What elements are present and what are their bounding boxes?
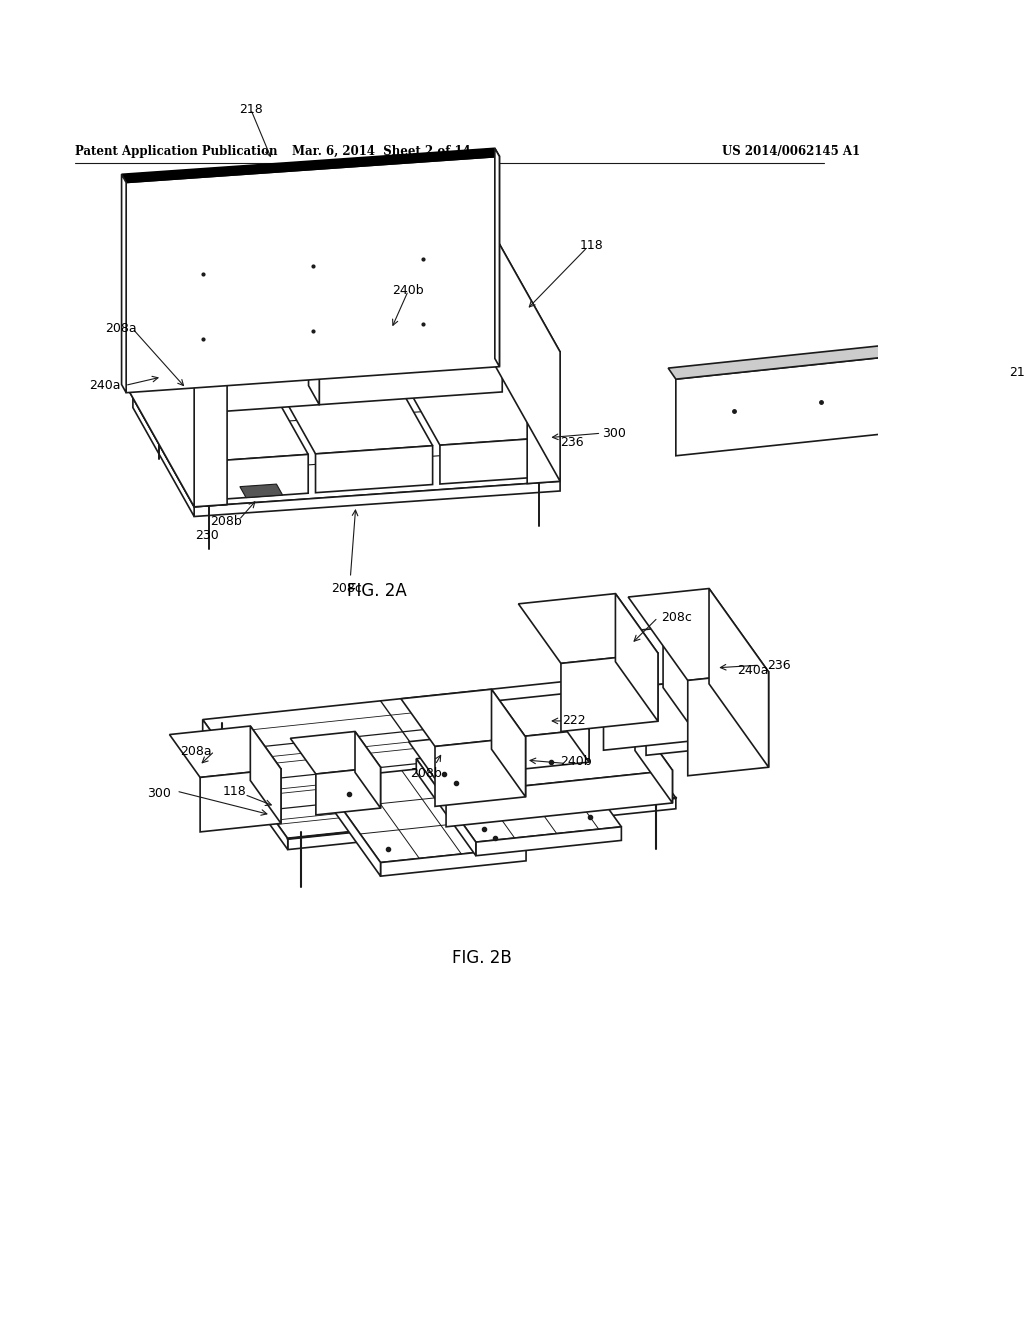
Polygon shape [321, 764, 526, 862]
Text: 118: 118 [222, 785, 246, 799]
Polygon shape [417, 743, 622, 842]
Polygon shape [137, 294, 151, 416]
Polygon shape [669, 338, 967, 379]
Polygon shape [125, 252, 227, 378]
Polygon shape [608, 644, 743, 706]
Text: 230: 230 [196, 528, 219, 541]
Polygon shape [563, 694, 589, 762]
Polygon shape [495, 148, 500, 367]
Polygon shape [291, 731, 381, 774]
Text: 208b: 208b [411, 767, 442, 780]
Text: 208c: 208c [662, 611, 692, 624]
Text: Patent Application Publication: Patent Application Publication [75, 145, 278, 157]
Polygon shape [688, 672, 769, 776]
Text: 300: 300 [147, 787, 171, 800]
Text: 240b: 240b [560, 755, 592, 768]
Polygon shape [492, 689, 525, 797]
Text: 236: 236 [767, 659, 791, 672]
Polygon shape [147, 364, 308, 462]
Polygon shape [476, 826, 622, 855]
Polygon shape [646, 696, 743, 755]
Text: 236: 236 [560, 436, 584, 449]
Polygon shape [170, 726, 281, 777]
Text: FIG. 2A: FIG. 2A [347, 582, 407, 601]
Text: 240a: 240a [89, 379, 121, 392]
Polygon shape [524, 730, 589, 770]
Polygon shape [676, 348, 967, 455]
Polygon shape [355, 731, 381, 808]
Polygon shape [401, 689, 525, 747]
Polygon shape [492, 230, 560, 482]
Polygon shape [527, 352, 560, 483]
Text: 218: 218 [239, 103, 262, 116]
Polygon shape [203, 678, 676, 838]
Polygon shape [664, 628, 700, 741]
Polygon shape [635, 718, 673, 803]
Text: Mar. 6, 2014  Sheet 2 of 14: Mar. 6, 2014 Sheet 2 of 14 [292, 145, 471, 157]
Polygon shape [288, 797, 676, 850]
Text: 208c: 208c [331, 582, 361, 594]
Polygon shape [389, 347, 550, 445]
Polygon shape [240, 484, 283, 498]
Polygon shape [195, 482, 560, 516]
Text: 118: 118 [580, 239, 603, 252]
Polygon shape [250, 726, 281, 824]
Text: 240b: 240b [392, 284, 424, 297]
Polygon shape [133, 372, 560, 507]
Text: FIG. 2B: FIG. 2B [452, 949, 512, 966]
Polygon shape [319, 334, 502, 405]
Polygon shape [265, 356, 432, 454]
Polygon shape [122, 148, 500, 182]
Polygon shape [200, 770, 281, 832]
Polygon shape [137, 284, 319, 319]
Text: 240a: 240a [737, 664, 769, 677]
Polygon shape [409, 718, 673, 795]
Polygon shape [561, 653, 658, 731]
Polygon shape [709, 589, 769, 767]
Polygon shape [706, 644, 743, 744]
Polygon shape [315, 446, 432, 492]
Polygon shape [308, 327, 319, 405]
Polygon shape [126, 157, 500, 392]
Polygon shape [321, 779, 381, 876]
Polygon shape [603, 680, 700, 750]
Text: 208a: 208a [180, 744, 212, 758]
Polygon shape [566, 628, 700, 690]
Polygon shape [381, 847, 526, 876]
Polygon shape [199, 454, 308, 500]
Text: 222: 222 [562, 714, 586, 727]
Polygon shape [203, 719, 288, 850]
Text: 218: 218 [1010, 366, 1024, 379]
Polygon shape [628, 589, 769, 680]
Polygon shape [458, 230, 560, 354]
Polygon shape [959, 338, 967, 425]
Text: 208a: 208a [105, 322, 137, 335]
Polygon shape [125, 381, 227, 507]
Polygon shape [122, 174, 126, 392]
Polygon shape [151, 308, 319, 416]
Polygon shape [615, 594, 658, 721]
Polygon shape [315, 767, 381, 814]
Polygon shape [125, 255, 195, 507]
Text: US 2014/0062145 A1: US 2014/0062145 A1 [722, 145, 860, 157]
Polygon shape [308, 314, 502, 346]
Polygon shape [518, 594, 658, 664]
Polygon shape [133, 397, 195, 516]
Polygon shape [446, 771, 673, 826]
Polygon shape [499, 694, 589, 737]
Polygon shape [195, 375, 227, 507]
Text: 208b: 208b [210, 515, 242, 528]
Polygon shape [417, 759, 476, 855]
Polygon shape [440, 437, 550, 484]
Polygon shape [147, 372, 199, 500]
Text: 300: 300 [602, 426, 626, 440]
Polygon shape [435, 737, 525, 807]
